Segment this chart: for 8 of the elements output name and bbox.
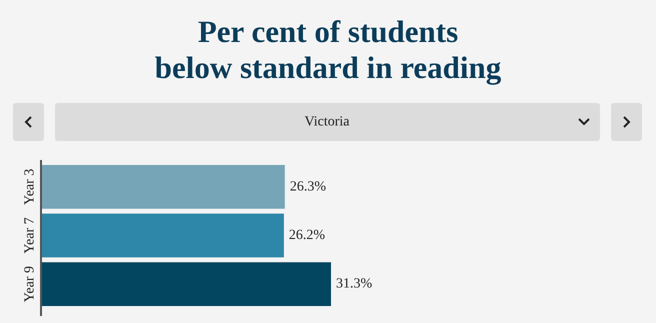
data-label: 31.3%: [336, 276, 372, 292]
y-tick-label: Year 7: [22, 217, 38, 254]
data-label: 26.3%: [290, 179, 326, 194]
chart-title: Per cent of students below standard in reading: [154, 14, 502, 85]
y-tick-label: Year 9: [22, 266, 38, 302]
y-tick-label: Year 3: [22, 168, 38, 206]
data-label: 26.2%: [288, 228, 326, 243]
dropdown: Victoria: [55, 103, 600, 141]
